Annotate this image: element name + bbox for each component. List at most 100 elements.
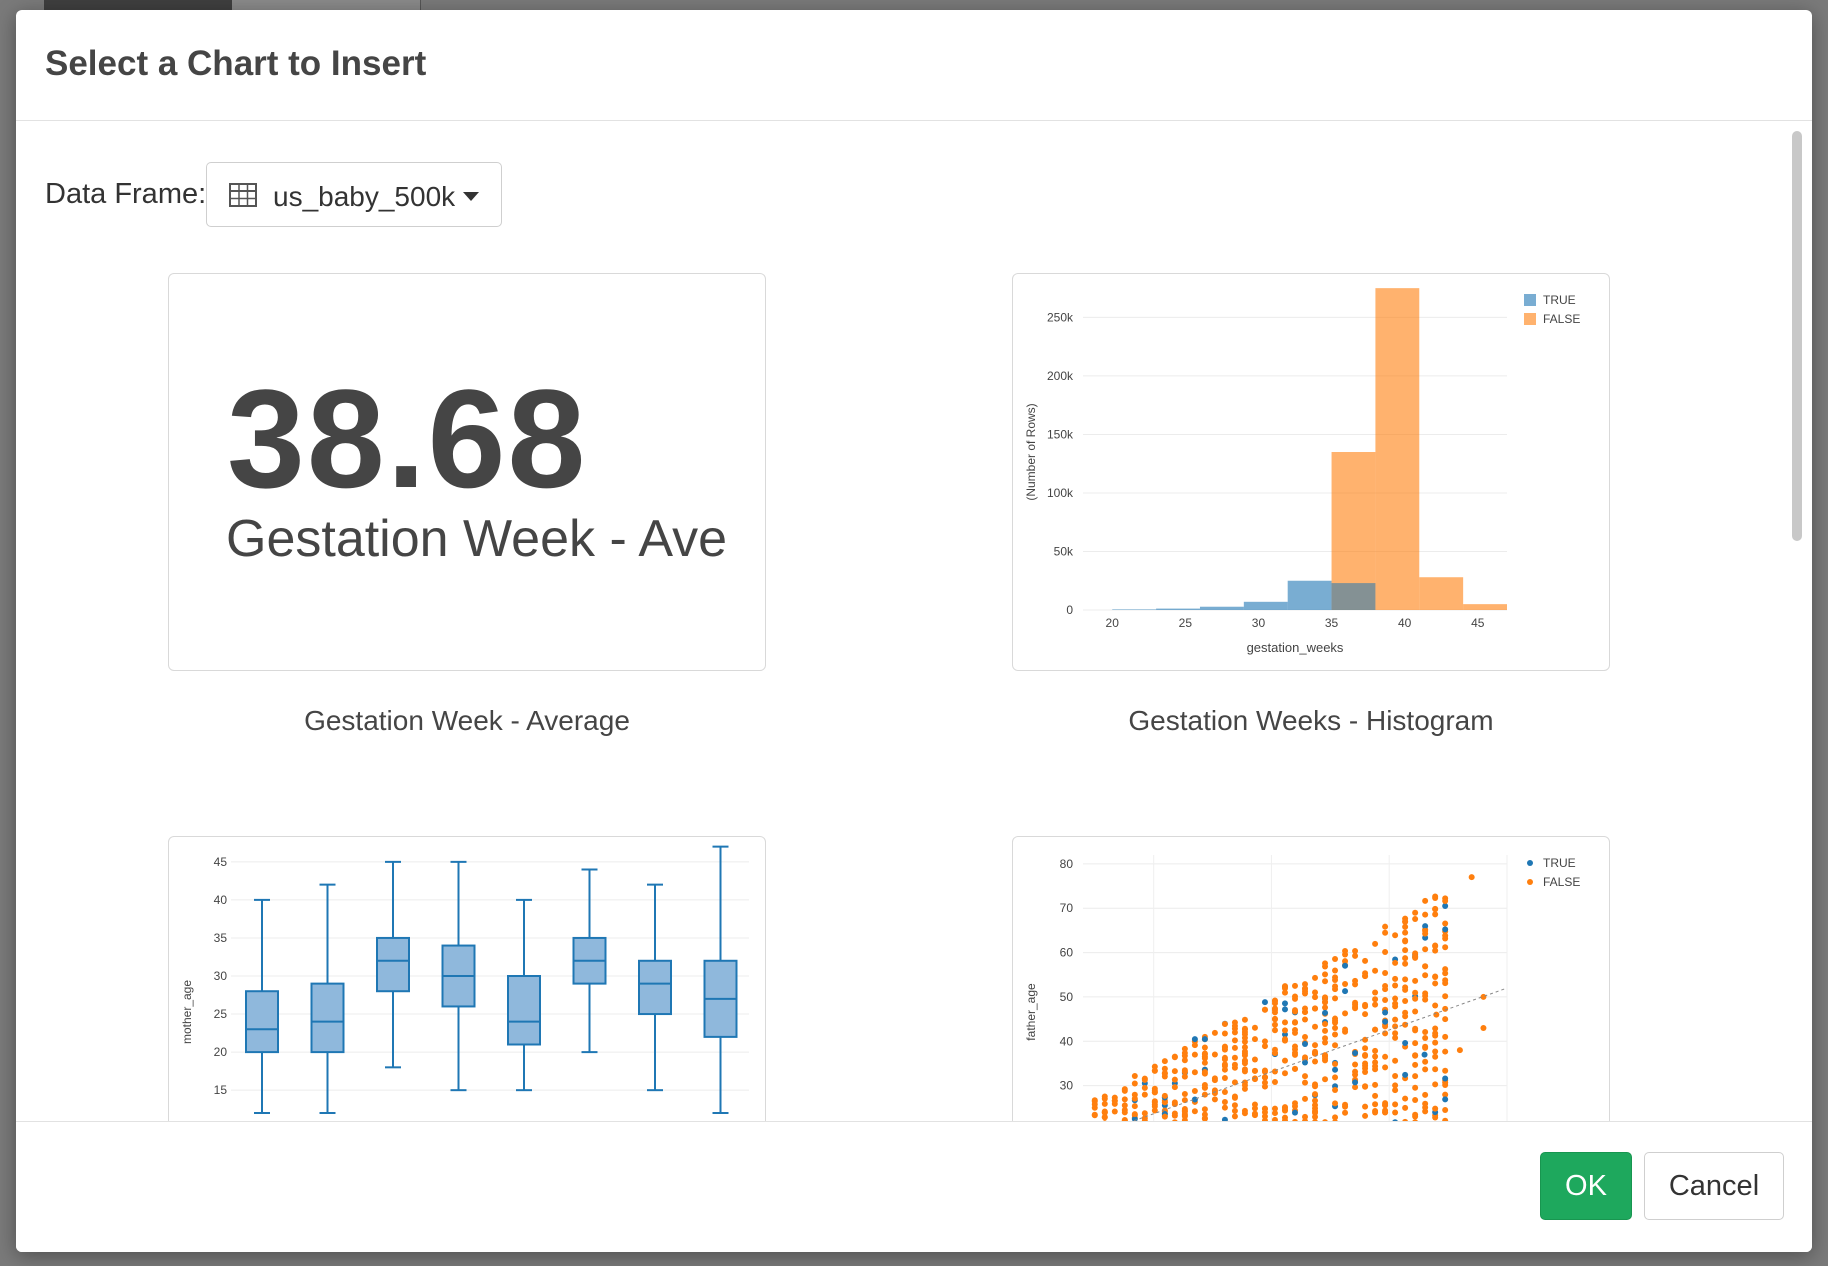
- scatter-point: [1302, 981, 1309, 988]
- chart-card-label[interactable]: Gestation Weeks - Histogram: [1128, 705, 1494, 736]
- scatter-outlier-point: [1421, 1051, 1428, 1058]
- x-tick-label: 20: [1106, 616, 1120, 630]
- scatter-point: [1241, 1044, 1248, 1051]
- scatter-point: [1281, 1019, 1288, 1026]
- scatter-point: [1191, 1069, 1198, 1076]
- scatter-point: [1261, 1038, 1268, 1045]
- scatter-point: [1332, 967, 1339, 974]
- scatter-point: [1091, 1101, 1098, 1108]
- scatter-point: [1402, 1071, 1409, 1078]
- scatter-point: [1322, 1039, 1329, 1046]
- scatter-point: [1211, 1075, 1218, 1082]
- scatter-point: [1292, 1043, 1298, 1050]
- scatter-point: [1382, 1101, 1389, 1108]
- scatter-point: [1402, 1104, 1409, 1111]
- scatter-point: [1332, 974, 1339, 981]
- scatter-point: [1231, 1107, 1238, 1114]
- scatter-point: [1402, 1021, 1409, 1028]
- scatter-point: [1432, 905, 1439, 912]
- scatter-point: [1322, 1052, 1329, 1059]
- chart-card-histogram[interactable]: 0 50k 100k 150k 200k 250k 20 25 30 35 40 45 gestatio…: [1012, 273, 1610, 671]
- scatter-point: [1382, 1107, 1389, 1114]
- scatter-point: [1362, 1052, 1369, 1059]
- scatter-point: [1312, 1058, 1319, 1065]
- scatter-point: [1352, 1079, 1359, 1086]
- scatter-point: [1271, 1005, 1278, 1012]
- scatter-point: [1191, 1042, 1198, 1049]
- scatter-point: [1271, 998, 1278, 1005]
- scatter-point: [1302, 1041, 1309, 1048]
- scatter-point: [1422, 1091, 1429, 1098]
- scatter-point: [1372, 967, 1379, 974]
- scatter-point: [1332, 1074, 1339, 1081]
- scatter-point: [1422, 963, 1429, 970]
- scatter-point: [1251, 1036, 1258, 1043]
- scatter-point: [1332, 1087, 1339, 1094]
- scatter-point: [1261, 1109, 1268, 1116]
- scatter-point: [1281, 989, 1288, 996]
- scatter-point: [1271, 1021, 1278, 1028]
- legend-label: FALSE: [1543, 312, 1580, 326]
- histogram-chart: 0 50k 100k 150k 200k 250k 20 25 30 35 40 45 gestatio…: [1024, 288, 1580, 655]
- scatter-point: [1392, 995, 1399, 1002]
- scatter-point: [1221, 1104, 1228, 1111]
- scatter-point: [1422, 923, 1429, 930]
- scatter-point: [1352, 999, 1359, 1006]
- scatter-point: [1191, 1051, 1198, 1058]
- scatter-point: [1231, 1102, 1238, 1109]
- scatter-point: [1171, 1076, 1178, 1083]
- chart-card-average[interactable]: 38.68 Gestation Week - Ave: [168, 273, 766, 671]
- x-tick-label: 25: [1179, 616, 1193, 630]
- chart-card-boxplot[interactable]: 15 20 25 30 35 40 45 mother_age: [168, 836, 766, 1133]
- scatter-point: [1251, 1110, 1258, 1117]
- scatter-point: [1442, 980, 1449, 987]
- scatter-point: [1251, 1056, 1258, 1063]
- scatter-point: [1312, 1097, 1319, 1104]
- scatter-point: [1312, 994, 1319, 1001]
- y-tick-label: 40: [214, 893, 228, 907]
- scatter-point: [1352, 1061, 1359, 1068]
- scatter-point: [1201, 1059, 1208, 1066]
- scatter-point: [1141, 1076, 1148, 1083]
- scatter-point: [1121, 1096, 1128, 1103]
- ok-button[interactable]: OK: [1540, 1152, 1632, 1220]
- scatter-point: [1091, 1112, 1098, 1119]
- dialog-body: Data Frame: us_baby_500k 38.68 Gestation…: [16, 121, 1812, 1133]
- legend-label: FALSE: [1543, 875, 1580, 889]
- scatter-point: [1221, 1061, 1228, 1068]
- scatter-point: [1372, 996, 1379, 1003]
- y-tick-label: 60: [1060, 946, 1074, 960]
- scatter-point: [1392, 932, 1399, 939]
- scatter-point: [1292, 1109, 1298, 1116]
- y-tick-label: 15: [214, 1083, 228, 1097]
- scatter-point: [1312, 1091, 1319, 1098]
- scatter-point: [1131, 1103, 1138, 1110]
- scatter-point: [1322, 1057, 1329, 1064]
- scatter-point: [1412, 1052, 1419, 1059]
- scatter-point: [1412, 989, 1419, 996]
- scatter-point: [1362, 1083, 1369, 1090]
- scatter-point: [1161, 1065, 1168, 1072]
- chart-card-label[interactable]: Gestation Week - Average: [304, 705, 630, 736]
- y-axis-label: father_age: [1024, 983, 1038, 1041]
- scatter-point: [1402, 947, 1409, 954]
- cancel-button[interactable]: Cancel: [1644, 1152, 1784, 1220]
- data-frame-dropdown[interactable]: us_baby_500k: [206, 162, 502, 227]
- scatter-point: [1332, 983, 1339, 990]
- scatter-point: [1442, 932, 1449, 939]
- box-iqr: [638, 959, 672, 1016]
- scatter-point: [1432, 943, 1439, 950]
- dialog-scrollbar[interactable]: [1792, 131, 1802, 541]
- histogram-bar-overlap: [1331, 583, 1376, 610]
- scatter-point: [1171, 1110, 1178, 1117]
- scatter-point: [1362, 1112, 1369, 1119]
- histogram-bar: [1375, 288, 1420, 610]
- scatter-point: [1402, 938, 1409, 945]
- scatter-point: [1091, 1097, 1098, 1104]
- scatter-point: [1382, 929, 1389, 936]
- y-tick-label: 35: [214, 931, 228, 945]
- scatter-point: [1342, 951, 1349, 958]
- scatter-point: [1392, 1034, 1399, 1041]
- scatter-point: [1111, 1097, 1118, 1104]
